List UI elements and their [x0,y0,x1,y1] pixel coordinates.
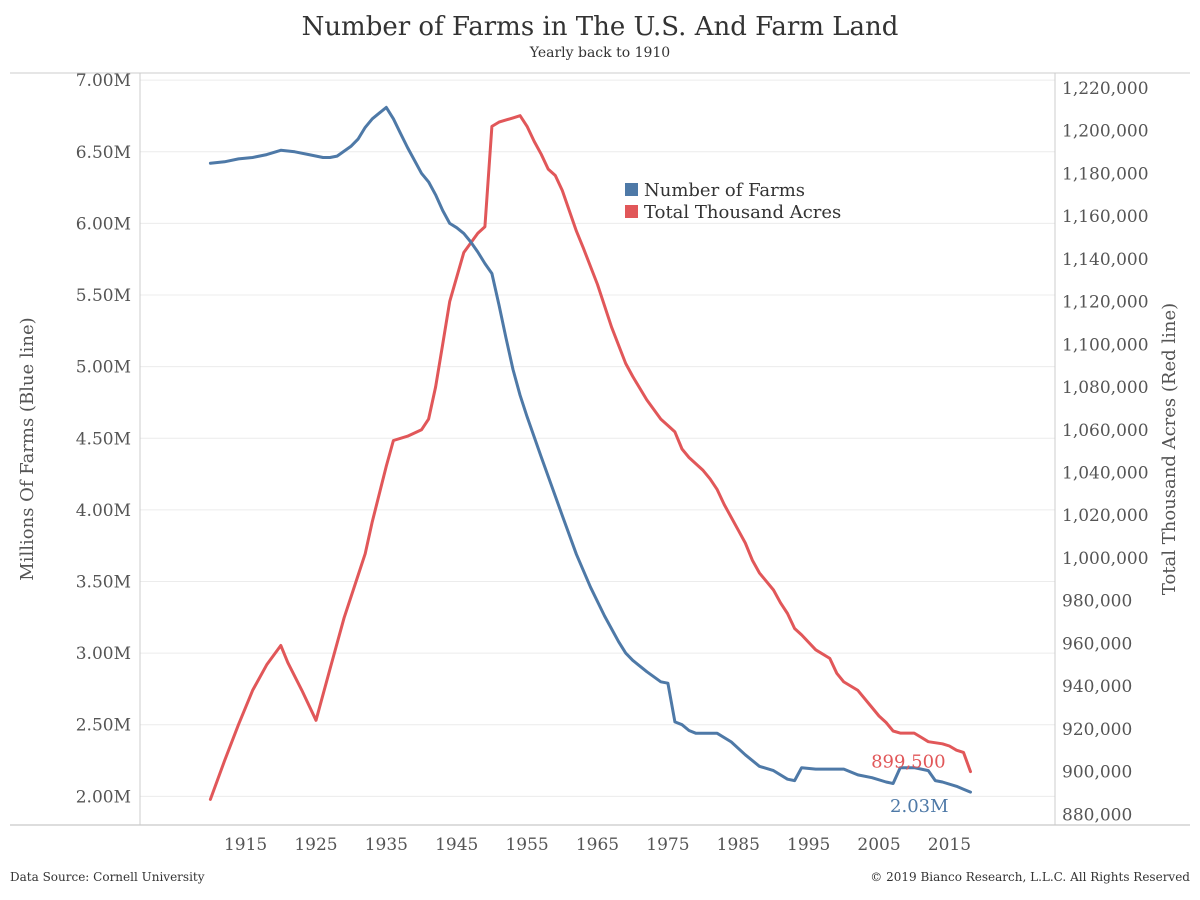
y-right-tick-label: 1,000,000 [1062,549,1149,569]
farms-end-label: 2.03M [890,796,949,817]
legend-swatch-farms [625,183,638,196]
chart-frame [10,72,1190,826]
y-right-axis-title: Total Thousand Acres (Red line) [1159,303,1180,595]
x-tick-label: 2005 [857,835,900,855]
y-left-tick-label: 4.00M [76,501,131,521]
x-tick-label: 2015 [928,835,971,855]
y-left-tick-label: 3.00M [76,644,131,664]
x-tick-label: 1935 [365,835,408,855]
y-right-tick-label: 940,000 [1062,677,1132,697]
chart-subtitle: Yearly back to 1910 [529,45,671,61]
y-right-tick-label: 980,000 [1062,592,1132,612]
y-left-tick-label: 2.00M [76,787,131,807]
x-tick-label: 1915 [224,835,267,855]
y-right-tick-label: 1,060,000 [1062,421,1149,441]
y-right-tick-label: 1,160,000 [1062,207,1149,227]
y-right-tick-label: 920,000 [1062,720,1132,740]
y-right-tick-label: 1,180,000 [1062,164,1149,184]
grid-lines [140,79,1055,797]
x-tick-label: 1925 [294,835,337,855]
chart-title: Number of Farms in The U.S. And Farm Lan… [301,12,899,42]
y-right-tick-label: 1,200,000 [1062,122,1149,142]
y-right-tick-label: 1,080,000 [1062,378,1149,398]
x-tick-label: 1965 [576,835,619,855]
acres-end-label: 899,500 [871,752,945,773]
y-right-tick-label: 1,220,000 [1062,79,1149,99]
tick-labels: 2.00M 2.50M 3.00M 3.50M 4.00M 4.50M 5.00M 5.50M… [76,71,1149,855]
y-left-axis-title: Millions Of Farms (Blue line) [17,317,38,580]
y-left-tick-label: 5.50M [76,286,131,306]
y-left-tick-label: 7.00M [76,71,131,91]
y-left-tick-label: 3.50M [76,572,131,592]
series-lines [208,105,972,801]
legend-label-acres: Total Thousand Acres [644,202,841,223]
y-left-tick-label: 2.50M [76,716,131,736]
copyright-note: © 2019 Bianco Research, L.L.C. All Right… [870,870,1190,884]
axis-labels: 2.03M 899,500 Millions Of Farms (Blue line… [17,303,1180,817]
legend-swatch-acres [625,205,638,218]
x-tick-label: 1945 [435,835,478,855]
y-right-tick-label: 960,000 [1062,634,1132,654]
acres-line [208,114,972,801]
x-tick-label: 1985 [717,835,760,855]
y-left-tick-label: 4.50M [76,429,131,449]
y-right-tick-label: 1,100,000 [1062,335,1149,355]
y-right-tick-label: 1,040,000 [1062,464,1149,484]
y-left-tick-label: 5.00M [76,358,131,378]
data-source-note: Data Source: Cornell University [10,870,205,884]
y-right-tick-label: 1,120,000 [1062,293,1149,313]
farms-line [208,105,972,794]
y-right-tick-label: 1,140,000 [1062,250,1149,270]
x-tick-label: 1975 [646,835,689,855]
y-left-tick-label: 6.00M [76,214,131,234]
legend-label-farms: Number of Farms [644,180,805,201]
x-tick-label: 1955 [505,835,548,855]
y-right-tick-label: 1,020,000 [1062,506,1149,526]
y-right-tick-label: 880,000 [1062,805,1132,825]
y-left-tick-label: 6.50M [76,143,131,163]
x-tick-label: 1995 [787,835,830,855]
y-right-tick-label: 900,000 [1062,763,1132,783]
